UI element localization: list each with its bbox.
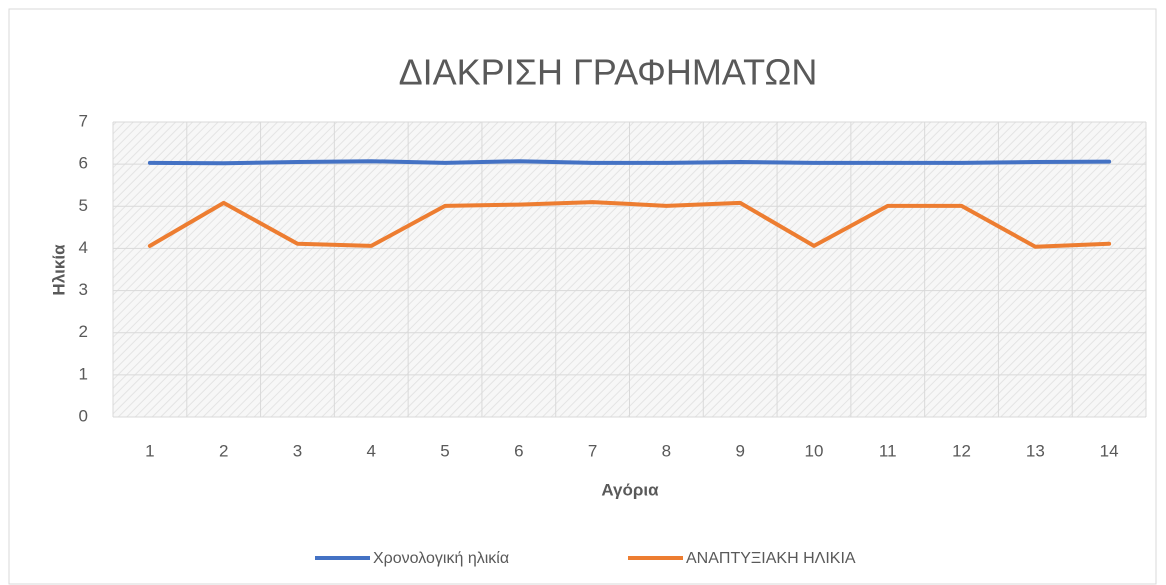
legend-label: ΑΝΑΠΤΥΞΙΑΚΗ ΗΛΙΚΙΑ (686, 550, 856, 567)
y-tick-label: 2 (79, 322, 88, 341)
y-tick-label: 6 (79, 154, 88, 173)
y-tick-label: 5 (79, 196, 88, 215)
x-tick-label: 7 (588, 441, 597, 460)
y-tick-label: 7 (79, 111, 88, 130)
x-tick-label: 13 (1026, 441, 1045, 460)
x-tick-label: 9 (735, 441, 744, 460)
y-tick-label: 1 (79, 364, 88, 383)
x-tick-label: 6 (514, 441, 523, 460)
y-tick-label: 3 (79, 280, 88, 299)
x-tick-label: 4 (367, 441, 376, 460)
y-axis-title: Ηλικία (49, 244, 68, 296)
x-tick-label: 11 (879, 441, 897, 460)
x-tick-label: 10 (805, 441, 824, 460)
data-line (147, 200, 1112, 249)
x-tick-label: 5 (440, 441, 449, 460)
y-tick-label: 4 (79, 238, 88, 257)
x-tick-label: 14 (1100, 441, 1119, 460)
legend-label: Χρονολογική ηλικία (373, 550, 509, 567)
x-tick-label: 12 (952, 441, 971, 460)
data-line (147, 159, 1112, 166)
x-tick-label: 2 (219, 441, 228, 460)
y-tick-label: 0 (79, 406, 88, 425)
x-axis-title: Αγόρια (601, 480, 659, 499)
chart-title: ΔΙΑΚΡΙΣΗ ΓΡΑΦΗΜΑΤΩΝ (399, 52, 818, 93)
x-tick-label: 1 (145, 441, 154, 460)
x-tick-label: 8 (662, 441, 671, 460)
x-tick-label: 3 (293, 441, 302, 460)
